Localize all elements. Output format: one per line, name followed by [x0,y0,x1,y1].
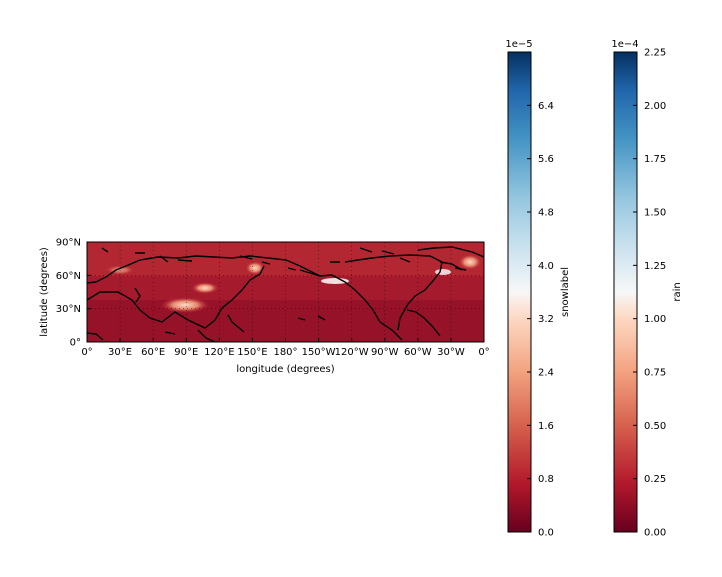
colorbar-tick-label: 2.25 [644,48,666,59]
colorbar-tick-label: 2.00 [644,101,666,112]
colorbar-tick-label: 6.4 [538,101,554,112]
colorbar-tick-label: 1.75 [644,154,666,165]
colorbar-tick-label: 1.25 [644,261,666,272]
colorbar-snow-offset: 1e−5 [505,39,532,50]
lat-tick-labels: 0° 30°N 60°N 90°N [56,238,91,349]
colorbar-snow: 0.0 0.8 1.6 2.4 3.2 4.0 4.8 5.6 6.4 1e−5 snowlab… [505,39,571,539]
lon-tick-label: 60°E [141,347,165,358]
lon-tick-label: 0° [81,347,92,358]
lon-tick-label: 120°E [204,347,234,358]
lat-tick-label: 0° [70,338,81,349]
colorbar-tick-label: 0.50 [644,421,666,432]
lon-tick-labels: 0° 30°E 60°E 90°E 120°E 150°E 180° 150°W 120°W 90… [81,338,490,358]
colorbar-tick-label: 3.2 [538,314,554,325]
x-axis-label: longitude (degrees) [236,364,334,375]
map-field-features [87,242,484,342]
colorbar-snow-label: snowlabel [560,267,571,317]
colorbar-rain: 0.00 0.25 0.50 0.75 1.00 1.25 1.50 1.75 2.00 2.25… [611,39,683,539]
lon-tick-label: 90°W [371,347,399,358]
colorbar-tick-label: 1.00 [644,314,666,325]
lon-tick-label: 90°E [174,347,198,358]
lat-tick-label: 60°N [56,271,81,282]
lon-tick-label: 0° [478,347,489,358]
colorbar-snow-ticks: 0.0 0.8 1.6 2.4 3.2 4.0 4.8 5.6 6.4 [527,101,554,539]
lon-tick-label: 180° [273,347,297,358]
lon-tick-label: 30°W [437,347,465,358]
lon-tick-label: 120°W [335,347,369,358]
lon-tick-label: 150°E [237,347,267,358]
y-axis-label: latitude (degrees) [39,247,50,337]
colorbar-tick-label: 1.6 [538,421,554,432]
lon-tick-label: 60°W [404,347,432,358]
colorbar-tick-label: 1.50 [644,208,666,219]
colorbar-tick-label: 4.8 [538,208,554,219]
colorbar-rain-label: rain [672,282,683,301]
colorbar-tick-label: 0.8 [538,474,554,485]
lon-tick-label: 30°E [108,347,132,358]
lat-tick-label: 90°N [56,238,81,249]
colorbar-tick-label: 0.00 [644,528,666,539]
lat-tick-label: 30°N [56,304,81,315]
coastlines [87,246,484,342]
colorbar-rain-ticks: 0.00 0.25 0.50 0.75 1.00 1.25 1.50 1.75 2.00 2.25 [633,48,666,539]
graticule [87,242,484,342]
lon-tick-label: 150°W [302,347,336,358]
colorbar-tick-label: 0.75 [644,368,666,379]
colorbar-tick-label: 5.6 [538,154,554,165]
colorbar-tick-label: 0.0 [538,528,554,539]
colorbar-tick-label: 2.4 [538,368,554,379]
map-panel: 0° 30°E 60°E 90°E 120°E 150°E 180° 150°W 120°W 90… [39,238,490,376]
colorbar-tick-label: 4.0 [538,261,554,272]
colorbar-rain-gradient [613,51,638,533]
colorbar-rain-offset: 1e−4 [611,39,638,50]
colorbar-tick-label: 0.25 [644,474,666,485]
colorbar-snow-gradient [507,51,532,533]
